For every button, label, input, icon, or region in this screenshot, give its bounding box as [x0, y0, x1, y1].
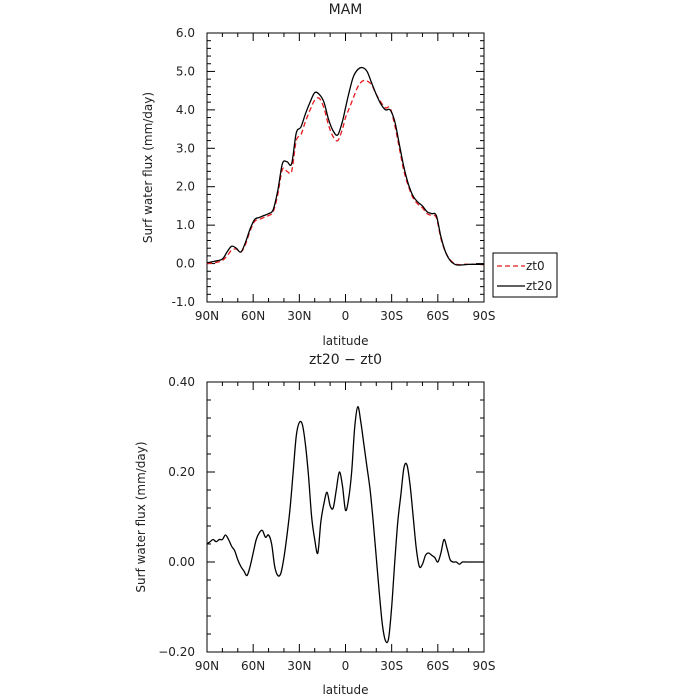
x-tick-label: 90N [195, 309, 219, 323]
legend-box [492, 252, 558, 298]
series-line-zt0 [206, 79, 485, 266]
x-tick-label: 0 [342, 309, 350, 323]
y-tick-label: 1.0 [176, 218, 195, 232]
x-tick-label: 90N [195, 659, 219, 673]
legend-label-zt0: zt0 [526, 259, 545, 273]
x-tick-label: 90S [473, 659, 496, 673]
legend-label-zt20: zt20 [526, 279, 552, 293]
plot-frame [206, 381, 485, 653]
chart-panel-1: 90N 60N 30N 0 30S 60S 90S -1.0 0.0 1.0 2.0 3.0 4.0 5.… [141, 2, 558, 348]
x-tick-label: 30S [380, 309, 403, 323]
series-line-zt20 [206, 66, 484, 266]
y-axis-title: Surf water flux (mm/day) [134, 441, 148, 592]
x-tick-label: 60S [426, 309, 449, 323]
y-tick-label: 0.40 [168, 375, 195, 389]
plot-frame [206, 32, 485, 303]
chart-title: MAM [329, 2, 363, 18]
legend: zt0 zt20 [492, 252, 558, 298]
y-tick-label: 6.0 [176, 26, 195, 40]
y-tick-label: 4.0 [176, 103, 195, 117]
y-tick-label: 3.0 [176, 141, 195, 155]
x-tick-label: 60N [241, 659, 265, 673]
x-tick-label: 60N [241, 309, 265, 323]
y-tick-label: 2.0 [176, 180, 195, 194]
y-tick-label: −0.20 [158, 645, 195, 659]
y-axis-title: Surf water flux (mm/day) [141, 92, 155, 243]
series-line-panel2-0 [206, 406, 484, 644]
chart-title: zt20 − zt0 [309, 352, 382, 368]
x-tick-label: 30N [287, 309, 311, 323]
x-tick-label: 0 [342, 659, 350, 673]
x-tick-label: 30S [380, 659, 403, 673]
x-tick-label: 90S [473, 309, 496, 323]
x-tick-label: 30N [287, 659, 311, 673]
chart-panel-2: 90N 60N 30N 0 30S 60S 90S −0.20 0.00 0.20 0.40 zt20… [134, 352, 495, 697]
x-axis-title: latitude [322, 334, 368, 348]
y-tick-label: 5.0 [176, 64, 195, 78]
y-tick-label: 0.0 [176, 257, 195, 271]
x-tick-label: 60S [426, 659, 449, 673]
y-tick-label: -1.0 [172, 295, 195, 309]
x-axis-title: latitude [322, 683, 368, 697]
y-tick-label: 0.00 [168, 555, 195, 569]
y-tick-label: 0.20 [168, 465, 195, 479]
